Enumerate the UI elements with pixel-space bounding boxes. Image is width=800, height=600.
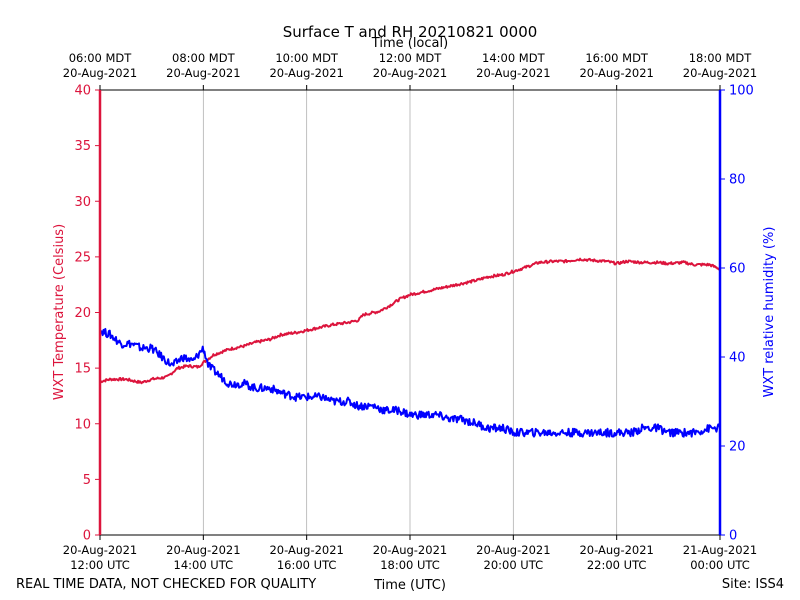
top-tick-date: 20-Aug-2021	[476, 66, 550, 80]
bottom-tick-time: 00:00 UTC	[690, 558, 750, 572]
left-tick-label: 15	[74, 362, 91, 377]
bottom-tick-date: 20-Aug-2021	[269, 543, 343, 557]
footer-site: Site: ISS4	[722, 577, 784, 592]
left-tick-label: 5	[83, 473, 91, 488]
bottom-tick-time: 14:00 UTC	[174, 558, 234, 572]
top-tick-date: 20-Aug-2021	[63, 66, 137, 80]
bottom-tick-date: 20-Aug-2021	[63, 543, 137, 557]
top-tick-date: 20-Aug-2021	[269, 66, 343, 80]
bottom-tick-date: 21-Aug-2021	[683, 543, 757, 557]
vertical-grid	[202, 90, 618, 535]
bottom-tick-time: 12:00 UTC	[70, 558, 130, 572]
left-tick-label: 40	[74, 84, 91, 99]
right-tick-label: 20	[729, 440, 746, 455]
right-axis-label: WXT relative humidity (%)	[762, 227, 777, 398]
left-tick-label: 0	[83, 529, 91, 544]
left-tick-label: 35	[74, 139, 91, 154]
bottom-tick-time: 22:00 UTC	[587, 558, 647, 572]
chart-title: Surface T and RH 20210821 0000	[283, 23, 538, 41]
right-tick-label: 40	[729, 351, 746, 366]
bottom-tick-date: 20-Aug-2021	[579, 543, 653, 557]
top-tick-date: 20-Aug-2021	[683, 66, 757, 80]
top-tick-date: 20-Aug-2021	[579, 66, 653, 80]
bottom-tick-date: 20-Aug-2021	[166, 543, 240, 557]
top-tick-time: 12:00 MDT	[379, 51, 443, 65]
bottom-tick-time: 20:00 UTC	[484, 558, 544, 572]
temperature-series-line	[99, 257, 721, 385]
left-tick-label: 25	[74, 250, 91, 265]
humidity-series-line	[99, 327, 721, 438]
right-tick-label: 100	[729, 84, 754, 99]
series-layer	[99, 257, 721, 438]
top-tick-time: 14:00 MDT	[482, 51, 546, 65]
top-tick-date: 20-Aug-2021	[373, 66, 447, 80]
top-tick-time: 18:00 MDT	[689, 51, 753, 65]
bottom-tick-date: 20-Aug-2021	[373, 543, 447, 557]
right-tick-label: 0	[729, 529, 737, 544]
top-tick-date: 20-Aug-2021	[166, 66, 240, 80]
bottom-tick-time: 16:00 UTC	[277, 558, 337, 572]
footer-quality-note: REAL TIME DATA, NOT CHECKED FOR QUALITY	[16, 577, 316, 592]
x-axis-label: Time (UTC)	[373, 578, 446, 593]
top-axis-label: Time (local)	[371, 36, 448, 51]
left-tick-label: 10	[74, 417, 91, 432]
left-axis-ticks: 0 5 10 15 20 25 30 35 40	[74, 84, 100, 544]
right-axis-ticks: 0 20 40 60 80 100	[720, 84, 754, 544]
top-tick-time: 06:00 MDT	[69, 51, 133, 65]
bottom-tick-time: 18:00 UTC	[380, 558, 440, 572]
top-tick-time: 10:00 MDT	[275, 51, 339, 65]
top-tick-time: 16:00 MDT	[585, 51, 649, 65]
left-tick-label: 20	[74, 306, 91, 321]
right-tick-label: 80	[729, 173, 746, 188]
right-tick-label: 60	[729, 262, 746, 277]
top-tick-time: 08:00 MDT	[172, 51, 236, 65]
bottom-tick-date: 20-Aug-2021	[476, 543, 550, 557]
left-tick-label: 30	[74, 195, 91, 210]
left-axis-label: WXT Temperature (Celsius)	[52, 224, 67, 400]
